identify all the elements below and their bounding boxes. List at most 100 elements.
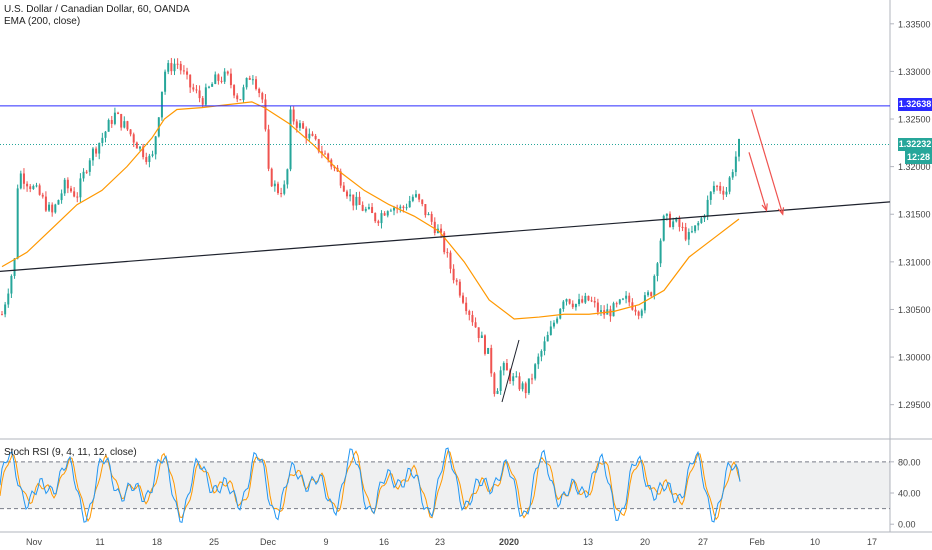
candle-body xyxy=(628,295,631,303)
candle-body xyxy=(160,91,163,118)
candle-body xyxy=(85,171,88,173)
candle-body xyxy=(681,226,684,228)
candle-body xyxy=(647,292,650,296)
candle-body xyxy=(101,137,104,143)
stoch-rsi-legend[interactable]: Stoch RSI (9, 4, 11, 12, close) xyxy=(4,447,137,458)
candle-body xyxy=(643,295,646,311)
price-tick-label: 1.31000 xyxy=(898,257,931,267)
candle-body xyxy=(104,131,107,138)
candle-body xyxy=(697,222,700,226)
candle-body xyxy=(465,302,468,312)
candle-body xyxy=(1,314,3,316)
candle-body xyxy=(515,376,518,378)
candle-body xyxy=(449,252,452,269)
candle-body xyxy=(195,89,198,91)
resistance-price-badge: 1.32638 xyxy=(898,98,932,111)
price-tick-label: 1.32500 xyxy=(898,115,931,125)
candle-body xyxy=(393,207,396,211)
candle-body xyxy=(490,347,493,374)
candle-body xyxy=(684,227,687,240)
candle-body xyxy=(311,133,314,136)
candle-body xyxy=(13,258,16,276)
candle-body xyxy=(10,275,13,294)
candle-body xyxy=(217,74,220,81)
candle-body xyxy=(132,134,135,143)
candle-body xyxy=(264,99,267,130)
candle-body xyxy=(440,228,443,233)
candle-body xyxy=(524,383,527,394)
candle-body xyxy=(126,121,129,130)
candle-body xyxy=(236,95,239,100)
candle-body xyxy=(176,63,179,65)
candle-body xyxy=(148,155,151,162)
candle-body xyxy=(505,363,508,371)
time-axis[interactable]: Nov 11 18 25 Dec 9 16 23 2020 13 20 27 Feb 10 17 xyxy=(0,531,932,547)
candle-body xyxy=(512,376,515,382)
candle-body xyxy=(487,347,490,354)
candle-body xyxy=(637,311,640,316)
rsi-axis[interactable]: 0.00 40.00 80.00 xyxy=(890,457,921,530)
candle-body xyxy=(452,268,455,281)
candle-body xyxy=(468,311,471,315)
time-tick-label: Feb xyxy=(749,537,765,547)
price-axis[interactable]: 1.29500 1.30000 1.30500 1.31000 1.31500 1.320… xyxy=(890,19,931,410)
candle-body xyxy=(590,300,593,302)
candle-body xyxy=(430,213,433,222)
candle-body xyxy=(317,139,320,152)
candle-body xyxy=(239,99,242,101)
candle-body xyxy=(625,295,628,299)
candle-body xyxy=(151,154,154,156)
candle-body xyxy=(593,300,596,303)
candle-body xyxy=(383,213,386,216)
candle-body xyxy=(51,204,54,213)
rsi-pane[interactable] xyxy=(0,447,890,524)
candle-body xyxy=(380,213,383,224)
candle-body xyxy=(38,185,41,195)
candle-body xyxy=(242,87,245,100)
candle-body xyxy=(411,196,414,201)
candle-body xyxy=(207,86,210,88)
candle-body xyxy=(229,73,232,86)
candle-body xyxy=(364,208,367,211)
candle-body xyxy=(408,200,411,208)
candle-body xyxy=(499,370,502,391)
time-tick-label: Dec xyxy=(260,537,277,547)
candle-body xyxy=(4,304,7,315)
candle-body xyxy=(731,172,734,178)
candle-body xyxy=(170,63,173,72)
time-tick-label: 23 xyxy=(435,537,445,547)
candle-body xyxy=(314,135,317,140)
candle-body xyxy=(712,185,715,192)
stoch-rsi-k-line xyxy=(0,447,741,524)
candle-body xyxy=(568,299,571,304)
candle-body xyxy=(29,186,32,189)
candle-body xyxy=(79,178,82,198)
candle-body xyxy=(355,196,358,206)
candle-body xyxy=(537,356,540,365)
candle-body xyxy=(725,191,728,195)
candle-body xyxy=(211,83,214,87)
candle-body xyxy=(596,302,599,312)
ema-legend[interactable]: EMA (200, close) xyxy=(4,16,81,27)
candle-body xyxy=(226,71,229,74)
candle-body xyxy=(405,207,408,209)
candle-body xyxy=(719,185,722,191)
time-tick-label: 10 xyxy=(810,537,820,547)
candle-body xyxy=(283,184,286,194)
candle-body xyxy=(521,383,524,390)
candle-body xyxy=(414,194,417,197)
candle-body xyxy=(107,120,110,132)
candle-body xyxy=(179,63,182,71)
price-pane[interactable] xyxy=(0,0,932,532)
candle-body xyxy=(98,142,101,154)
last-price-badge: 1.32232 xyxy=(898,138,932,151)
candle-body xyxy=(7,293,10,305)
candle-body xyxy=(258,88,261,94)
candle-body xyxy=(443,232,446,253)
candle-body xyxy=(69,188,72,192)
candle-body xyxy=(76,196,79,198)
candle-body xyxy=(35,185,38,187)
candle-body xyxy=(421,199,424,205)
candle-body xyxy=(581,299,584,303)
